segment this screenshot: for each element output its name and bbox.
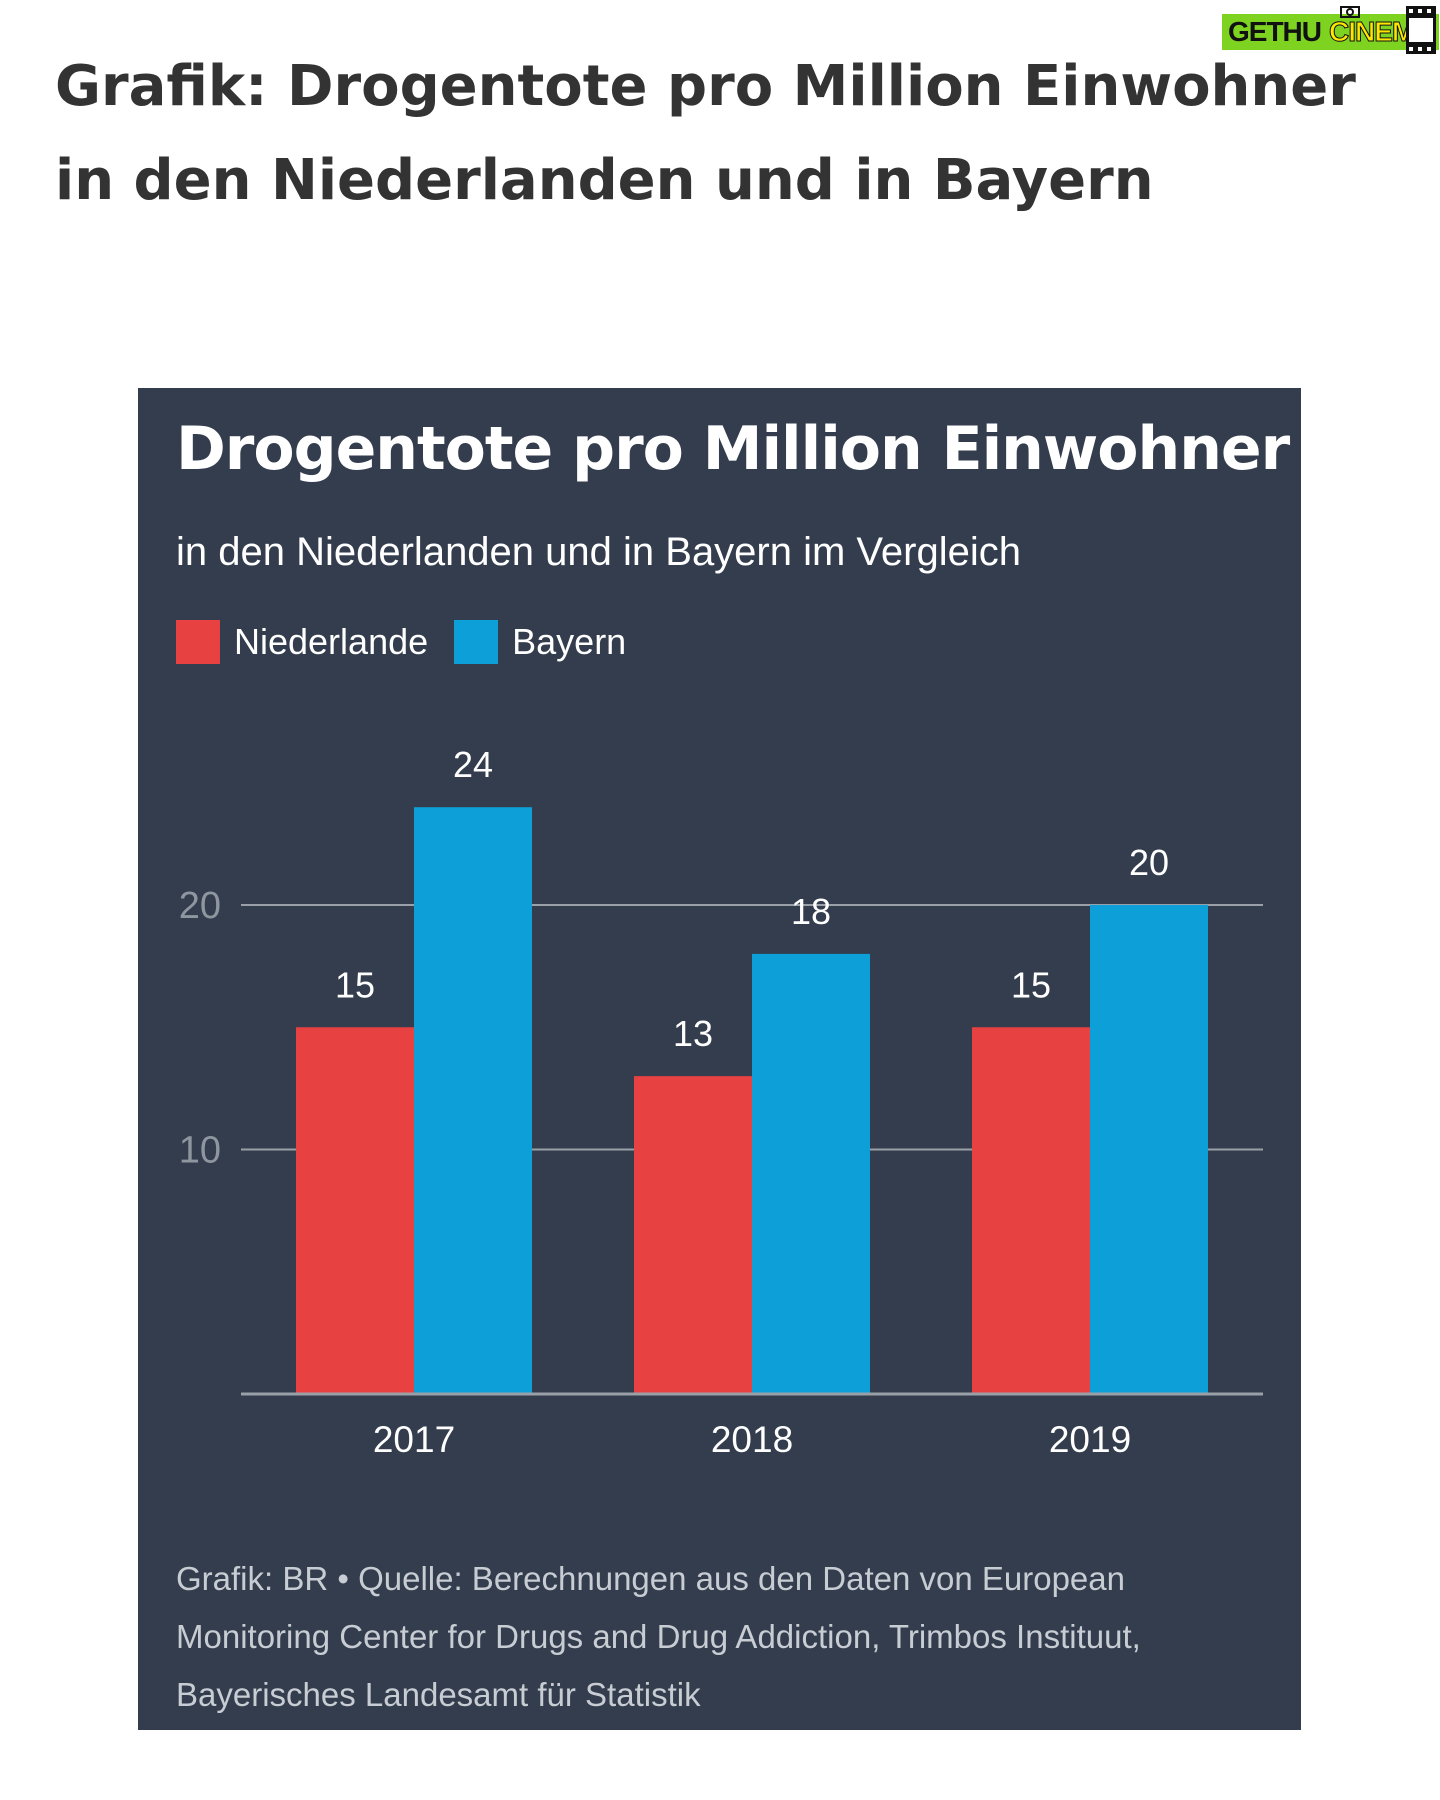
camera-icon <box>1340 6 1360 18</box>
legend-label-bayern: Bayern <box>512 621 627 662</box>
legend-item-bayern: Bayern <box>454 620 626 664</box>
x-tick-label: 2018 <box>711 1419 793 1460</box>
chart-subtitle: in den Niederlanden und in Bayern im Ver… <box>176 530 1021 574</box>
page-title: Grafik: Drogentote pro Million Einwohner… <box>55 54 1356 213</box>
bar-niederlande-2017 <box>296 1027 414 1394</box>
x-tick-label: 2019 <box>1049 1419 1131 1460</box>
bar-chart-plot: 10 20 15 24 2017 13 18 2018 15 20 2019 <box>179 744 1263 1460</box>
data-label: 15 <box>335 964 375 1005</box>
y-tick-label: 10 <box>179 1130 221 1172</box>
x-tick-label: 2017 <box>373 1419 455 1460</box>
bar-bayern-2017 <box>414 807 532 1394</box>
chart-title: Drogentote pro Million Einwohner <box>176 414 1290 484</box>
data-label: 24 <box>453 744 493 785</box>
watermark-logo: GETHU CINEMA <box>1222 4 1440 54</box>
chart-card: Drogentote pro Million Einwohner in den … <box>138 388 1301 1730</box>
bar-bayern-2018 <box>752 953 870 1394</box>
data-label: 15 <box>1011 964 1051 1005</box>
film-strip-icon <box>1406 6 1436 54</box>
chart-legend: Niederlande Bayern <box>176 620 652 664</box>
legend-swatch-bayern <box>454 620 499 664</box>
bar-niederlande-2019 <box>972 1027 1090 1394</box>
chart-source: Grafik: BR • Quelle: Berechnungen aus de… <box>176 1560 1141 1713</box>
y-tick-label: 20 <box>179 885 221 927</box>
data-label: 13 <box>673 1013 713 1054</box>
data-label: 20 <box>1129 842 1169 883</box>
legend-swatch-niederlande <box>176 620 220 664</box>
bar-bayern-2019 <box>1090 905 1208 1394</box>
watermark-text-part1: GETHU <box>1222 14 1327 50</box>
legend-label-niederlande: Niederlande <box>234 621 429 662</box>
legend-item-niederlande: Niederlande <box>176 620 428 664</box>
bar-niederlande-2018 <box>634 1076 752 1394</box>
data-label: 18 <box>791 891 831 932</box>
